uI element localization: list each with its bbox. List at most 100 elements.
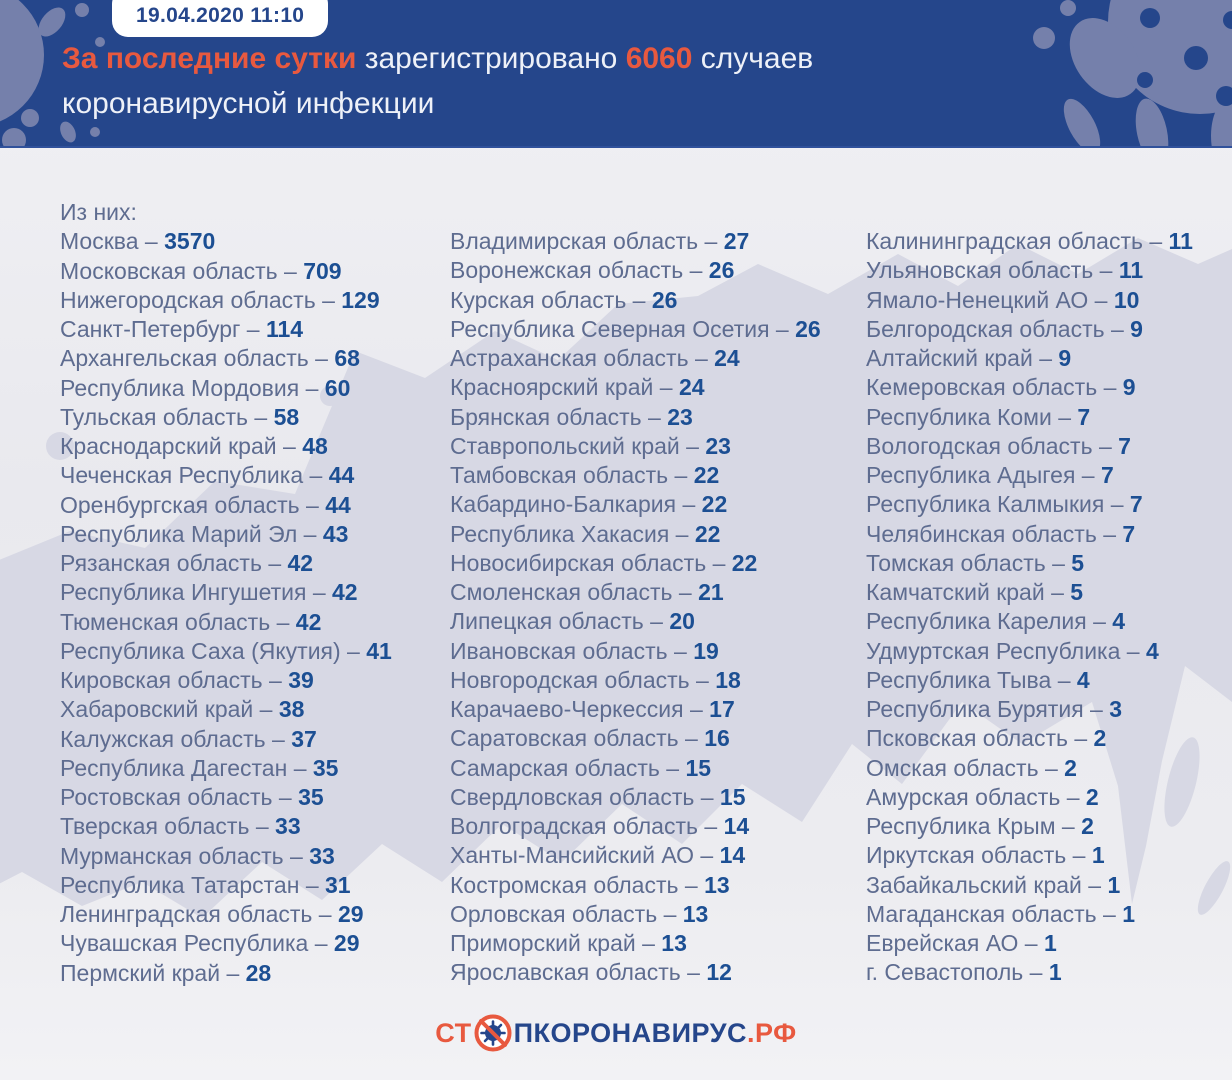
- region-row: Астраханская область – 24: [450, 344, 821, 373]
- region-name: Курская область –: [450, 286, 652, 313]
- region-name: Оренбургская область –: [60, 491, 326, 518]
- region-row: Орловская область – 13: [450, 900, 821, 929]
- region-row: Калининградская область – 11: [866, 227, 1193, 256]
- region-name: Ярославская область –: [450, 959, 707, 986]
- region-value: 14: [723, 813, 750, 839]
- region-value: 13: [682, 900, 709, 927]
- region-value: 1: [1091, 842, 1105, 869]
- region-value: 44: [328, 462, 355, 489]
- region-name: Калужская область –: [60, 725, 292, 752]
- region-name: Удмуртская Республика –: [866, 637, 1146, 664]
- region-name: Ямало-Ненецкий АО –: [866, 286, 1114, 313]
- region-row: Республика Крым – 2: [866, 812, 1193, 841]
- region-row: Ямало-Ненецкий АО – 10: [866, 286, 1193, 315]
- stopcoronavirus-logo: СТ ПКОРОНАВИРУС .РФ: [0, 1013, 1232, 1053]
- region-value: 1: [1122, 900, 1136, 927]
- region-name: Республика Ингушетия –: [60, 579, 333, 606]
- no-virus-icon: [474, 1014, 512, 1052]
- region-name: Мурманская область –: [60, 842, 310, 869]
- region-value: 37: [291, 725, 317, 752]
- region-value: 44: [325, 491, 351, 518]
- region-value: 11: [1118, 257, 1144, 284]
- region-value: 709: [303, 257, 342, 284]
- region-name: Республика Дагестан –: [60, 754, 313, 781]
- region-row: Иркутская область – 1: [866, 841, 1193, 870]
- region-value: 9: [1130, 315, 1143, 342]
- region-value: 13: [661, 930, 687, 956]
- title-mid: зарегистрировано: [356, 42, 626, 75]
- region-row: Тамбовская область – 22: [450, 461, 821, 490]
- region-row: Хабаровский край – 38: [60, 695, 392, 724]
- region-value: 4: [1076, 666, 1090, 693]
- region-row: Пермский край – 28: [60, 959, 392, 988]
- region-name: Забайкальский край –: [866, 871, 1108, 898]
- region-row: Брянская область – 23: [450, 403, 821, 432]
- region-row: Республика Мордовия – 60: [60, 374, 392, 403]
- region-name: Ставропольский край –: [450, 432, 706, 459]
- region-value: 3570: [164, 228, 216, 255]
- region-name: Ивановская область –: [450, 637, 694, 664]
- region-row: Республика Карелия – 4: [866, 607, 1193, 636]
- region-value: 10: [1113, 286, 1140, 313]
- region-value: 20: [669, 608, 695, 635]
- region-name: Москва –: [60, 228, 165, 255]
- region-row: Кемеровская область – 9: [866, 373, 1193, 402]
- region-row: Карачаево-Черкессия – 17: [450, 695, 821, 724]
- region-value: 1: [1048, 959, 1062, 986]
- region-value: 22: [693, 462, 720, 488]
- region-name: Камчатский край –: [866, 579, 1071, 605]
- logo-main: ПКОРОНАВИРУС: [513, 1017, 747, 1048]
- region-value: 7: [1077, 403, 1091, 430]
- region-name: Краснодарский край –: [60, 433, 303, 459]
- region-value: 114: [265, 316, 304, 342]
- region-value: 60: [324, 374, 351, 401]
- region-value: 21: [698, 579, 724, 605]
- region-row: Псковская область – 2: [866, 724, 1193, 753]
- region-value: 41: [366, 637, 392, 664]
- region-column-1: Из них: Москва – 3570 Московская область …: [60, 198, 392, 988]
- region-row: Волгоградская область – 14: [450, 812, 821, 841]
- title-case-count: 6060: [625, 42, 693, 75]
- region-row: Республика Коми – 7: [866, 403, 1193, 432]
- region-name: Тульская область –: [60, 403, 274, 430]
- region-value: 7: [1129, 491, 1143, 518]
- region-name: Республика Коми –: [866, 403, 1078, 430]
- region-value: 1: [1044, 930, 1057, 956]
- region-name: Калининградская область –: [866, 228, 1169, 254]
- region-value: 28: [245, 959, 272, 986]
- region-value: 2: [1085, 783, 1099, 810]
- region-row: Новгородская область – 18: [450, 666, 821, 695]
- region-row: Смоленская область – 21: [450, 578, 821, 607]
- region-row: Ханты-Мансийский АО – 14: [450, 841, 821, 870]
- region-row: Республика Адыгея – 7: [866, 461, 1193, 490]
- region-name: Кемеровская область –: [866, 374, 1123, 401]
- region-value: 7: [1101, 462, 1114, 488]
- region-row: Рязанская область – 42: [60, 549, 392, 578]
- virus-blob-icon: [1033, 0, 1232, 146]
- list-intro: Из них:: [60, 199, 137, 225]
- region-name: Смоленская область –: [450, 579, 699, 605]
- region-name: Нижегородская область –: [60, 286, 342, 313]
- region-value: 23: [705, 432, 731, 459]
- region-row: Республика Ингушетия – 42: [60, 578, 392, 607]
- title-tail: случаев: [692, 42, 814, 75]
- region-value: 17: [709, 696, 735, 722]
- region-row: Приморский край – 13: [450, 929, 821, 958]
- region-name: Псковская область –: [866, 725, 1094, 752]
- region-name: Республика Калмыкия –: [866, 491, 1130, 518]
- logo-suffix: .РФ: [747, 1017, 797, 1048]
- region-name: Томская область –: [866, 549, 1072, 576]
- region-value: 5: [1070, 579, 1084, 605]
- region-value: 68: [334, 345, 360, 372]
- region-row: Ростовская область – 35: [60, 783, 392, 812]
- region-name: Владимирская область –: [450, 228, 724, 254]
- region-value: 1: [1107, 871, 1121, 898]
- region-name: Алтайский край –: [866, 345, 1059, 371]
- region-name: Республика Бурятия –: [866, 696, 1110, 722]
- region-name: Еврейская АО –: [866, 930, 1044, 956]
- region-value: 42: [287, 550, 314, 576]
- region-value: 42: [332, 579, 358, 606]
- region-name: Тамбовская область –: [450, 462, 694, 488]
- region-row: Чеченская Республика – 44: [60, 461, 392, 490]
- region-name: Самарская область –: [450, 754, 686, 781]
